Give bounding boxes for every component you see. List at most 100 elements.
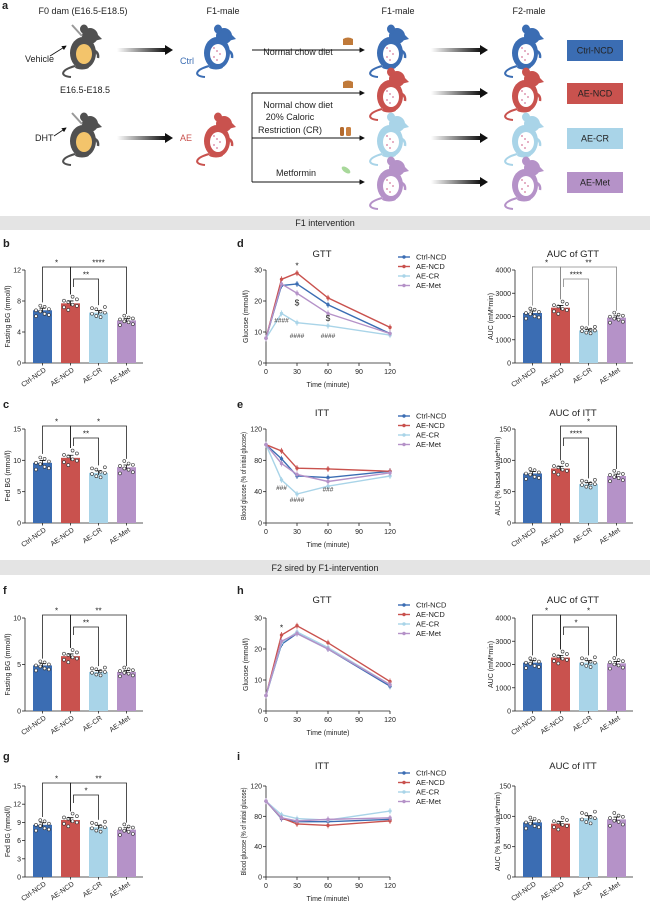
data-point — [98, 475, 103, 480]
data-point — [326, 484, 330, 488]
bar-ae-ncd — [61, 656, 80, 711]
data-point — [42, 826, 47, 831]
data-point — [612, 818, 617, 823]
y-tick-label: 30 — [254, 616, 262, 623]
significance-label: **** — [570, 430, 582, 439]
error-bar — [613, 315, 620, 320]
x-tick-label: AE-Met — [109, 715, 132, 734]
data-point — [580, 483, 584, 487]
data-point — [103, 310, 107, 315]
data-point — [616, 476, 621, 480]
y-tick-label: 20 — [254, 647, 262, 654]
y-tick-label: 20 — [254, 299, 262, 306]
data-point — [47, 459, 51, 464]
y-tick-label: 150 — [499, 784, 511, 791]
x-tick-label: AE-CR — [82, 527, 104, 545]
data-point — [608, 314, 612, 319]
significance-label: ** — [83, 430, 89, 439]
data-point — [126, 461, 131, 466]
dht-arrow — [53, 127, 67, 137]
y-tick-label: 6 — [17, 838, 21, 845]
significance-label: * — [587, 418, 590, 427]
mouse-icon — [369, 24, 409, 78]
error-bar — [123, 464, 130, 470]
data-point — [66, 824, 71, 829]
chart-g: g 0 3 6 9 12 15 Fed BG (mmol/l) Ctrl-NCD AE-NCD AE… — [3, 751, 143, 901]
legend-marker — [402, 790, 406, 794]
mouse-icon — [369, 112, 409, 166]
data-point — [118, 323, 122, 327]
legend-label: Ctrl-NCD — [416, 253, 447, 262]
data-point — [38, 818, 43, 822]
bar-ae-ncd — [551, 307, 570, 363]
bar-ae-met — [117, 467, 136, 523]
error-bar — [585, 815, 592, 821]
data-point — [621, 815, 625, 819]
x-tick-label: AE-Met — [599, 881, 622, 900]
error-bar — [39, 663, 46, 668]
significance-bracket — [73, 437, 99, 466]
data-point — [38, 303, 43, 308]
x-tick-label: Ctrl-NCD — [510, 881, 537, 901]
x-tick-label: AE-Met — [109, 367, 132, 386]
data-point — [565, 302, 569, 306]
legend-marker — [402, 612, 406, 617]
bar-ae-met — [117, 671, 136, 711]
data-point — [552, 825, 556, 829]
data-point — [552, 464, 556, 468]
y-tick-label: 150 — [499, 427, 511, 434]
bar-ae-met — [117, 320, 136, 363]
chow-icon — [343, 80, 353, 88]
data-point — [616, 317, 621, 322]
data-point — [62, 305, 66, 310]
x-tick-label: AE-Met — [109, 881, 132, 900]
data-point — [326, 467, 330, 471]
data-point — [560, 656, 565, 661]
data-point — [118, 826, 122, 831]
data-point — [388, 474, 392, 478]
bar-ae-met — [117, 829, 136, 877]
data-point — [621, 822, 625, 827]
y-tick-label: 0 — [17, 521, 21, 528]
x-tick-label: 0 — [264, 883, 268, 890]
legend-label: AE-Met — [416, 797, 442, 806]
data-point — [584, 820, 589, 824]
syringe-icon — [71, 24, 83, 37]
bar-ctrl-ncd — [523, 473, 542, 523]
x-tick-label: AE-NCD — [50, 715, 76, 736]
x-tick-label: AE-NCD — [50, 527, 76, 548]
transition-arrow — [117, 133, 173, 143]
data-point — [528, 306, 533, 311]
pill-icon — [341, 166, 351, 174]
data-point — [295, 271, 299, 275]
data-point — [326, 311, 330, 316]
x-tick-label: 90 — [355, 369, 363, 376]
y-tick-label: 0 — [258, 875, 262, 882]
data-point — [38, 309, 43, 314]
data-point — [524, 477, 528, 481]
x-tick-label: 120 — [384, 717, 396, 724]
significance-bracket — [42, 266, 71, 303]
y-axis-label: AUC (mM*min) — [488, 293, 495, 340]
x-tick-label: Ctrl-NCD — [510, 715, 537, 737]
significance-label: * — [55, 775, 58, 784]
x-tick-label: Ctrl-NCD — [20, 367, 47, 389]
data-point — [122, 459, 127, 463]
data-point — [608, 816, 612, 820]
error-bar — [529, 660, 536, 665]
data-point — [565, 469, 569, 473]
data-point — [588, 821, 593, 826]
y-tick-label: 8 — [17, 299, 21, 306]
data-point — [560, 467, 565, 472]
data-point — [94, 828, 99, 833]
vehicle-label: Vehicle — [25, 54, 54, 64]
data-point — [552, 819, 556, 824]
data-point — [528, 467, 533, 471]
data-point — [295, 819, 299, 823]
bar-ae-cr — [89, 671, 108, 711]
error-bar — [557, 654, 564, 660]
data-point — [75, 458, 79, 463]
mouse-icon — [504, 112, 544, 166]
annotation: * — [295, 260, 299, 270]
y-tick-label: 5 — [17, 662, 21, 669]
